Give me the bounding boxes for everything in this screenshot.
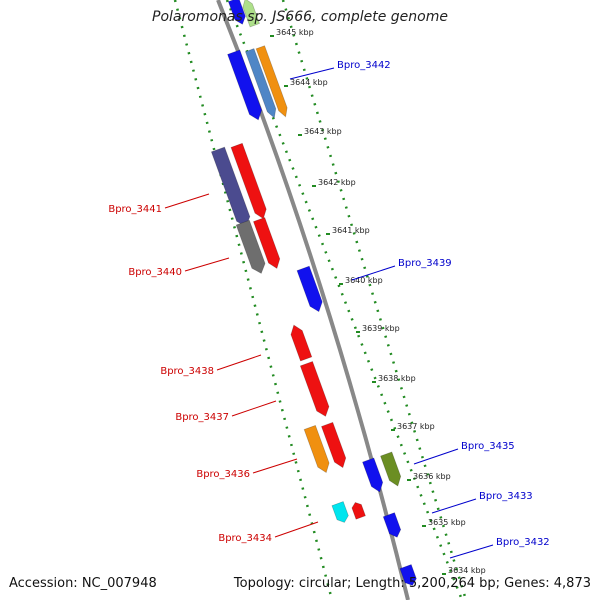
label-leader-line — [216, 354, 262, 371]
position-label: 3636 kbp — [413, 472, 451, 481]
forward-gene-label[interactable]: Bpro_3442 — [337, 60, 391, 71]
gene-arrow[interactable] — [242, 0, 260, 28]
gene-arrow[interactable] — [380, 451, 402, 487]
gene-arrow[interactable] — [253, 217, 281, 269]
topology-text: Topology: circular; Length: 5,200,264 bp… — [233, 576, 591, 591]
position-label: 3645 kbp — [276, 28, 314, 37]
gene-arrow[interactable] — [299, 361, 330, 417]
gene-arrow[interactable] — [235, 219, 266, 274]
position-label: 3637 kbp — [397, 422, 435, 431]
gene-arrow[interactable] — [321, 421, 347, 469]
label-leader-line — [184, 257, 230, 272]
gene-arrow[interactable] — [245, 48, 277, 119]
gene-arrow[interactable] — [399, 564, 417, 586]
position-ticks: 3645 kbp 3644 kbp 3643 kbp 3642 kbp 3641 kbp… — [270, 28, 486, 575]
position-label: 3638 kbp — [378, 374, 416, 383]
gene-arrow[interactable] — [255, 45, 288, 118]
label-leader-line — [351, 265, 396, 281]
forward-gene-label[interactable]: Bpro_3435 — [461, 441, 515, 452]
position-label: 3642 kbp — [318, 178, 356, 187]
gene-arrow[interactable] — [227, 49, 263, 121]
label-leader-line — [274, 521, 319, 538]
label-leader-line — [431, 498, 477, 514]
reverse-gene-label[interactable]: Bpro_3441 — [108, 204, 162, 215]
gene-arrow[interactable] — [362, 457, 384, 493]
forward-gene-label[interactable]: Bpro_3439 — [398, 258, 452, 269]
reverse-gene-label[interactable]: Bpro_3438 — [160, 366, 214, 377]
position-label: 3640 kbp — [345, 276, 383, 285]
label-leader-line — [289, 67, 335, 80]
position-label: 3641 kbp — [332, 226, 370, 235]
accession-text: Accession: NC_007948 — [9, 576, 157, 591]
gene-features — [210, 0, 417, 586]
gene-arrow[interactable] — [382, 512, 402, 538]
reverse-gene-label[interactable]: Bpro_3440 — [128, 267, 182, 278]
gene-labels: Bpro_3442 Bpro_3439 Bpro_3435 Bpro_3433 Bpro… — [108, 60, 550, 559]
position-label: 3639 kbp — [362, 324, 400, 333]
position-label: 3635 kbp — [428, 518, 466, 527]
gene-arrow[interactable] — [290, 324, 313, 362]
gene-arrow[interactable] — [296, 265, 323, 313]
track-tick-dots — [173, 0, 468, 600]
dotted-track-line — [281, 0, 468, 600]
gene-arrow[interactable] — [303, 424, 330, 474]
label-leader-line — [252, 458, 298, 474]
forward-gene-label[interactable]: Bpro_3433 — [479, 491, 533, 502]
position-label: 3634 kbp — [448, 566, 486, 575]
position-label: 3644 kbp — [290, 78, 328, 87]
gene-arrow[interactable] — [331, 501, 349, 523]
reverse-gene-label[interactable]: Bpro_3437 — [175, 412, 229, 423]
forward-gene-label[interactable]: Bpro_3432 — [496, 537, 550, 548]
reverse-gene-label[interactable]: Bpro_3436 — [196, 469, 250, 480]
reverse-gene-label[interactable]: Bpro_3434 — [218, 533, 272, 544]
map-title: Polaromonas sp. JS666, complete genome — [152, 9, 448, 25]
label-leader-line — [449, 544, 494, 559]
gene-arrow[interactable] — [227, 0, 246, 25]
label-leader-line — [413, 448, 459, 465]
position-label: 3643 kbp — [304, 127, 342, 136]
gene-arrow[interactable] — [230, 142, 267, 220]
label-leader-line — [164, 193, 210, 209]
label-leader-line — [231, 400, 277, 417]
gene-arrow[interactable] — [351, 502, 366, 520]
